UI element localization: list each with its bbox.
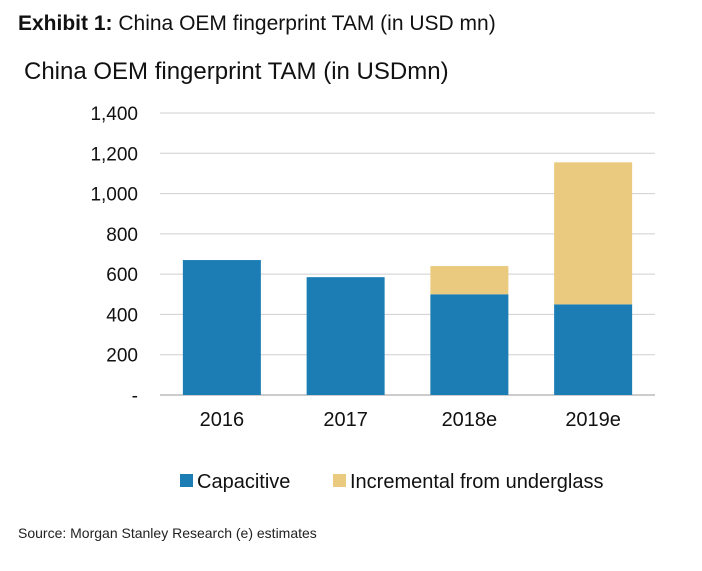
y-tick-label: 600 xyxy=(106,265,138,286)
legend-swatch xyxy=(333,474,346,487)
bar-capacitive xyxy=(306,277,385,395)
y-tick-label: 800 xyxy=(106,225,138,246)
y-tick-label: 200 xyxy=(106,346,138,367)
bar-capacitive xyxy=(430,294,509,395)
bar-capacitive xyxy=(554,304,633,395)
exhibit-title: China OEM fingerprint TAM (in USD mn) xyxy=(118,12,496,35)
bar-incremental-from-underglass xyxy=(430,266,509,295)
chart-title: China OEM fingerprint TAM (in USDmn) xyxy=(24,58,449,85)
exhibit-label: Exhibit 1: xyxy=(18,12,113,35)
exhibit-heading: Exhibit 1: China OEM fingerprint TAM (in… xyxy=(18,12,496,36)
x-tick-label: 2016 xyxy=(200,409,245,431)
y-tick-label: 1,400 xyxy=(90,104,138,125)
y-tick-label: 400 xyxy=(106,305,138,326)
y-tick-label: 1,200 xyxy=(90,144,138,165)
source-note: Source: Morgan Stanley Research (e) esti… xyxy=(18,525,317,541)
legend-label: Incremental from underglass xyxy=(350,471,603,493)
legend-label: Capacitive xyxy=(197,471,290,493)
bar-capacitive xyxy=(182,260,261,395)
x-tick-label: 2017 xyxy=(323,409,368,431)
y-tick-label: 1,000 xyxy=(90,185,138,206)
x-tick-label: 2019e xyxy=(565,409,621,431)
bar-incremental-from-underglass xyxy=(554,162,633,305)
x-tick-label: 2018e xyxy=(442,409,498,431)
legend-swatch xyxy=(180,474,193,487)
y-tick-label: - xyxy=(132,386,138,407)
